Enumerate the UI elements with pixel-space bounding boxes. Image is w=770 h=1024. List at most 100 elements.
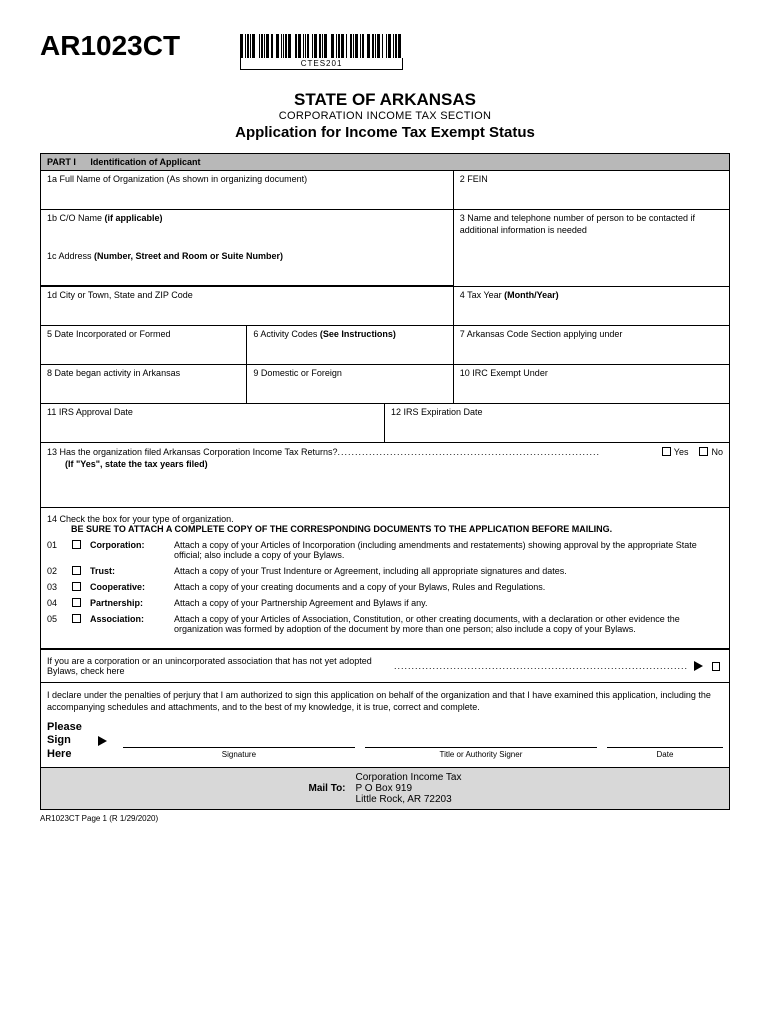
part1-label: PART I (47, 157, 76, 167)
bylaws-text: If you are a corporation or an unincorpo… (47, 656, 394, 676)
title-section: CORPORATION INCOME TAX SECTION (40, 110, 730, 122)
field-8[interactable]: 8 Date began activity in Arkansas (41, 365, 247, 403)
checkbox-org-02[interactable] (72, 566, 81, 575)
label-1c-bold: (Number, Street and Room or Suite Number… (94, 251, 283, 261)
signature-line[interactable] (123, 730, 355, 748)
label-6-prefix: 6 Activity Codes (253, 329, 320, 339)
barcode: CTES201 (240, 34, 403, 70)
checkbox-bylaws[interactable] (712, 662, 720, 671)
field-13: 13 Has the organization filed Arkansas C… (41, 443, 729, 507)
label-3: 3 Name and telephone number of person to… (460, 213, 695, 235)
label-8: 8 Date began activity in Arkansas (47, 368, 180, 378)
mailto-label: Mail To: (308, 783, 345, 794)
declaration-text: I declare under the penalties of perjury… (47, 689, 723, 713)
dots-bylaws: ........................................… (394, 661, 688, 671)
label-12: 12 IRS Expiration Date (391, 407, 483, 417)
title-block: STATE OF ARKANSAS CORPORATION INCOME TAX… (40, 90, 730, 141)
org-num: 05 (47, 614, 63, 624)
field-14: 14 Check the box for your type of organi… (41, 508, 729, 648)
label-yes: Yes (674, 447, 689, 459)
sign-here: Here (47, 748, 82, 761)
label-5: 5 Date Incorporated or Formed (47, 329, 171, 339)
header-row: AR1023CT CTES201 (40, 30, 730, 70)
field-2[interactable]: 2 FEIN (454, 171, 729, 209)
checkbox-no[interactable] (699, 447, 708, 456)
field-1c[interactable]: 1c Address (Number, Street and Room or S… (41, 248, 454, 286)
field-1a[interactable]: 1a Full Name of Organization (As shown i… (41, 171, 454, 209)
sign-arrow-icon (98, 736, 107, 746)
org-type: Partnership: (90, 598, 168, 608)
footer-note: AR1023CT Page 1 (R 1/29/2020) (40, 814, 730, 823)
q14-intro1: 14 Check the box for your type of organi… (47, 514, 723, 524)
field-11[interactable]: 11 IRS Approval Date (41, 404, 385, 442)
org-num: 03 (47, 582, 63, 592)
org-num: 04 (47, 598, 63, 608)
barcode-text: CTES201 (240, 58, 403, 70)
org-num: 02 (47, 566, 63, 576)
org-num: 01 (47, 540, 63, 550)
label-9: 9 Domestic or Foreign (253, 368, 342, 378)
label-1b-prefix: 1b C/O Name (47, 213, 105, 223)
org-row: 05 Association: Attach a copy of your Arti… (47, 614, 723, 634)
label-6-bold: (See Instructions) (320, 329, 396, 339)
field-4[interactable]: 4 Tax Year (Month/Year) (454, 287, 729, 325)
signature-caption: Signature (123, 750, 355, 761)
field-7[interactable]: 7 Arkansas Code Section applying under (454, 326, 729, 364)
checkbox-org-03[interactable] (72, 582, 81, 591)
date-caption: Date (607, 750, 723, 761)
part1-header: PART I Identification of Applicant (41, 154, 729, 171)
label-no: No (711, 447, 723, 459)
org-type: Cooperative: (90, 582, 168, 592)
field-9[interactable]: 9 Domestic or Foreign (247, 365, 453, 403)
field-6[interactable]: 6 Activity Codes (See Instructions) (247, 326, 453, 364)
label-1a: 1a Full Name of Organization (As shown i… (47, 174, 307, 184)
checkbox-org-04[interactable] (72, 598, 81, 607)
sign-please: Please (47, 721, 82, 734)
org-type-list: 01 Corporation: Attach a copy of your Arti… (47, 540, 723, 634)
org-desc: Attach a copy of your Trust Indenture or… (174, 566, 723, 576)
org-row: 02 Trust: Attach a copy of your Trust Inde… (47, 566, 723, 576)
org-type: Trust: (90, 566, 168, 576)
part1-title: Identification of Applicant (90, 157, 200, 167)
label-10: 10 IRC Exempt Under (460, 368, 548, 378)
date-line[interactable] (607, 730, 723, 748)
org-desc: Attach a copy of your Articles of Incorp… (174, 540, 723, 560)
org-type: Corporation: (90, 540, 168, 550)
label-2: 2 FEIN (460, 174, 488, 184)
bylaws-row: If you are a corporation or an unincorpo… (41, 649, 729, 682)
title-caption: Title or Authority Signer (365, 750, 597, 761)
checkbox-org-01[interactable] (72, 540, 81, 549)
mailto-line2: P O Box 919 (356, 783, 462, 794)
title-state: STATE OF ARKANSAS (40, 90, 730, 110)
mailto-block: Mail To: Corporation Income Tax P O Box … (41, 767, 729, 809)
mailto-line3: Little Rock, AR 72203 (356, 794, 462, 805)
label-1c-prefix: 1c Address (47, 251, 94, 261)
mailto-address: Corporation Income Tax P O Box 919 Littl… (356, 772, 462, 805)
label-1b-bold: (if applicable) (105, 213, 163, 223)
checkbox-yes[interactable] (662, 447, 671, 456)
label-13-note: (If "Yes", state the tax years filed) (65, 459, 208, 469)
org-desc: Attach a copy of your Articles of Associ… (174, 614, 723, 634)
label-1d: 1d City or Town, State and ZIP Code (47, 290, 193, 300)
sign-block: Please Sign Here Signature Title or Auth… (47, 721, 723, 761)
org-desc: Attach a copy of your creating documents… (174, 582, 723, 592)
org-row: 04 Partnership: Attach a copy of your Part… (47, 598, 723, 608)
field-12[interactable]: 12 IRS Expiration Date (385, 404, 729, 442)
declaration-block: I declare under the penalties of perjury… (41, 682, 729, 767)
label-7: 7 Arkansas Code Section applying under (460, 329, 623, 339)
field-10[interactable]: 10 IRC Exempt Under (454, 365, 729, 403)
form-code: AR1023CT (40, 30, 180, 62)
org-desc: Attach a copy of your Partnership Agreem… (174, 598, 723, 608)
label-13: 13 Has the organization filed Arkansas C… (47, 447, 338, 459)
arrow-icon (694, 661, 703, 671)
title-app: Application for Income Tax Exempt Status (40, 124, 730, 141)
field-5[interactable]: 5 Date Incorporated or Formed (41, 326, 247, 364)
checkbox-org-05[interactable] (72, 614, 81, 623)
q14-intro2: BE SURE TO ATTACH A COMPLETE COPY OF THE… (71, 524, 612, 534)
org-type: Association: (90, 614, 168, 624)
field-1d[interactable]: 1d City or Town, State and ZIP Code (41, 287, 454, 325)
title-line[interactable] (365, 730, 597, 748)
label-4-prefix: 4 Tax Year (460, 290, 504, 300)
mailto-line1: Corporation Income Tax (356, 772, 462, 783)
label-11: 11 IRS Approval Date (47, 407, 133, 417)
